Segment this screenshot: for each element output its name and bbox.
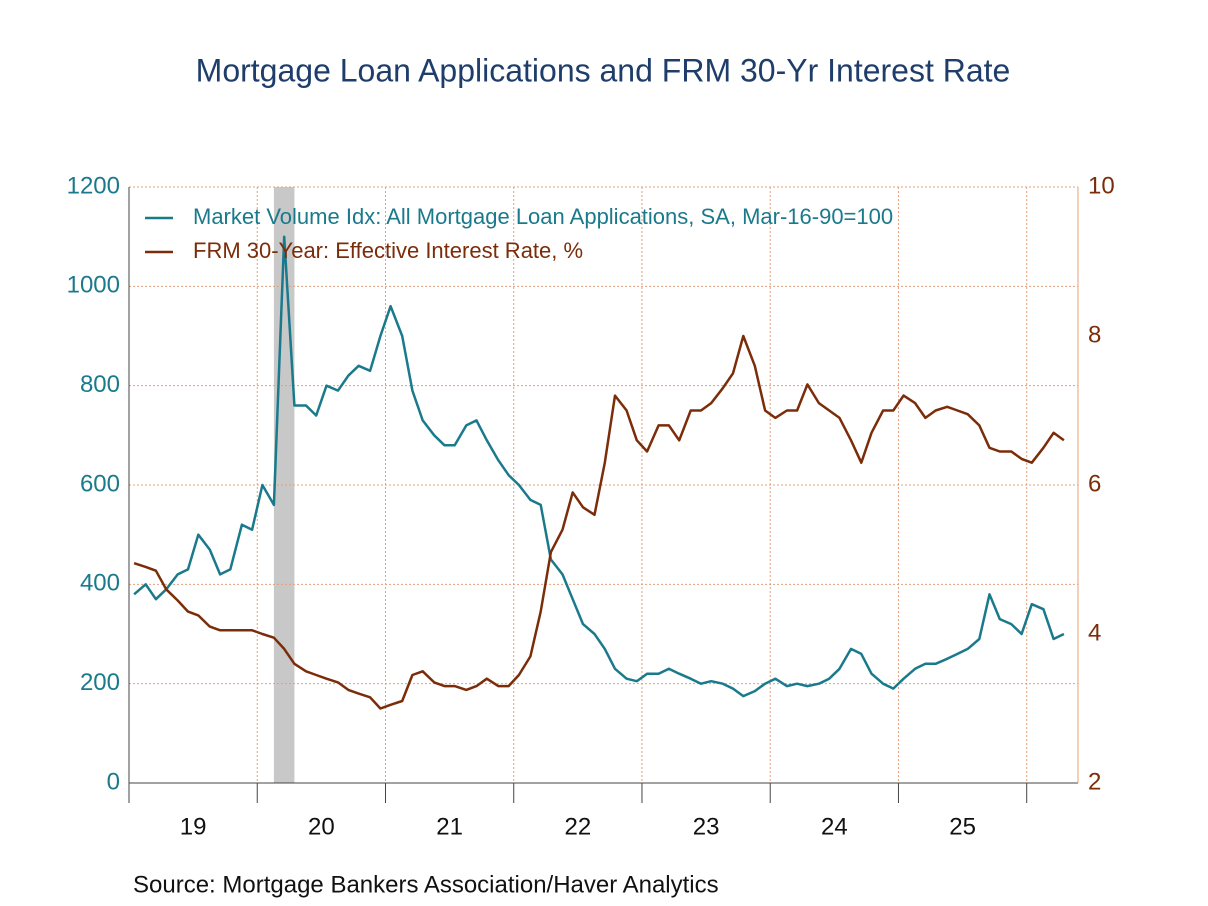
y2-tick-label: 8 — [1088, 321, 1101, 348]
y2-tick-label: 6 — [1088, 470, 1101, 497]
y2-tick-label: 4 — [1088, 619, 1101, 646]
x-tick-label: 22 — [564, 813, 591, 840]
chart-title: Mortgage Loan Applications and FRM 30-Yr… — [196, 52, 1011, 88]
y-tick-label: 800 — [80, 371, 120, 398]
y2-tick-label: 2 — [1088, 768, 1101, 795]
y-tick-label: 0 — [107, 768, 120, 795]
y-tick-label: 600 — [80, 470, 120, 497]
x-tick-label: 25 — [949, 813, 976, 840]
recession-band — [273, 187, 295, 783]
legend-label: FRM 30-Year: Effective Interest Rate, % — [193, 238, 583, 263]
series-line — [133, 235, 1065, 698]
x-tick-label: 24 — [821, 813, 848, 840]
y-tick-label: 1200 — [67, 172, 120, 199]
legend-label: Market Volume Idx: All Mortgage Loan App… — [193, 204, 893, 229]
x-tick-label: 19 — [180, 813, 207, 840]
y-tick-label: 400 — [80, 570, 120, 597]
source: Source: Mortgage Bankers Association/Hav… — [133, 871, 719, 898]
y-tick-label: 1000 — [67, 272, 120, 299]
y-tick-label: 200 — [80, 669, 120, 696]
x-tick-label: 20 — [308, 813, 335, 840]
x-tick-label: 21 — [436, 813, 463, 840]
y2-tick-label: 10 — [1088, 172, 1115, 199]
series-line — [133, 334, 1065, 710]
x-tick-label: 23 — [693, 813, 720, 840]
